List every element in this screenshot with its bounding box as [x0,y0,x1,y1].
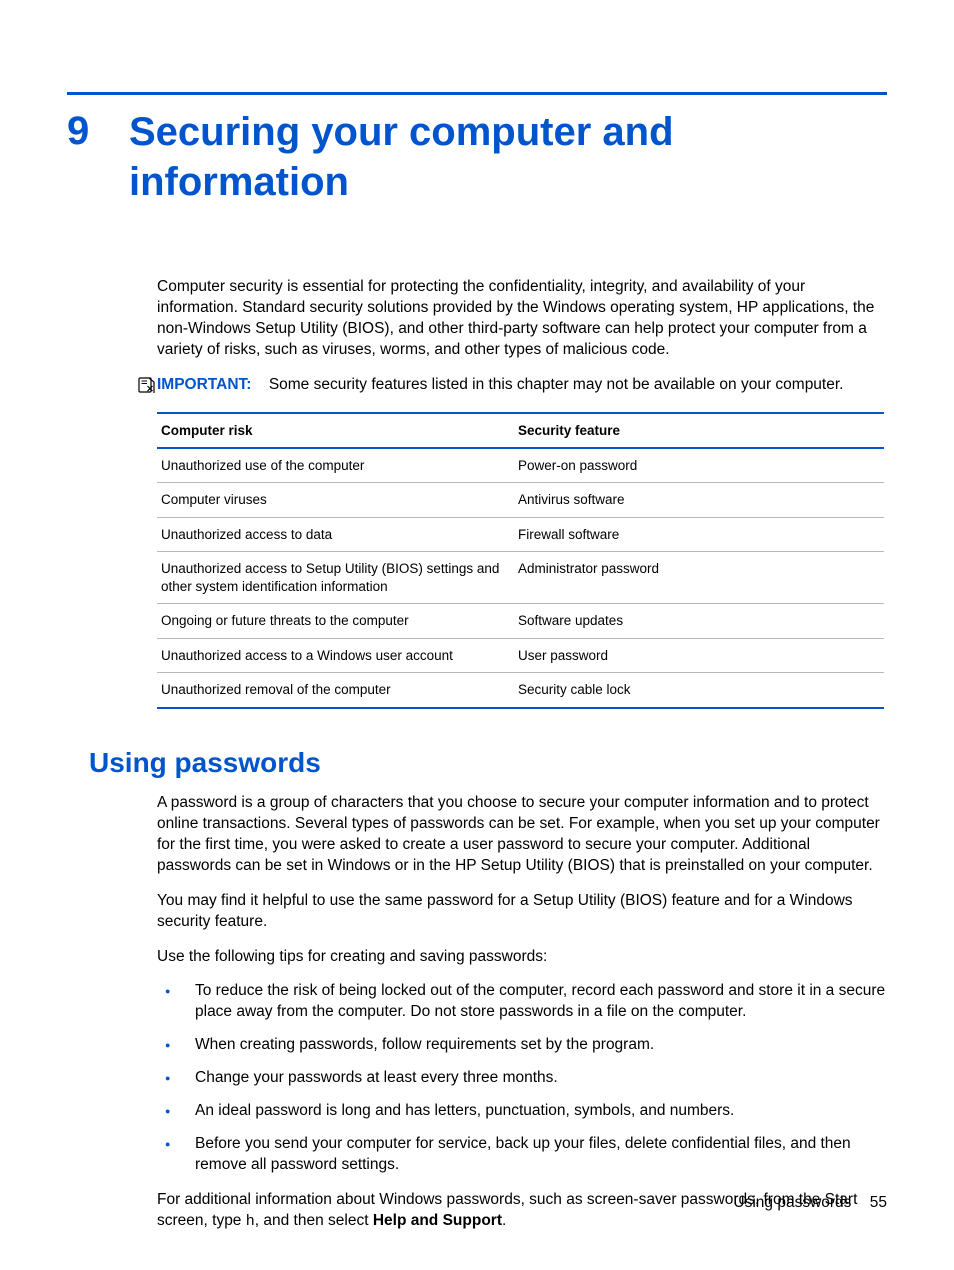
chapter-number: 9 [67,107,97,155]
risk-cell: Unauthorized access to a Windows user ac… [157,638,514,673]
table-row: Unauthorized removal of the computer Sec… [157,673,884,708]
section-para-3: Use the following tips for creating and … [157,947,887,968]
table-header-feature: Security feature [514,413,884,448]
risk-cell: Unauthorized removal of the computer [157,673,514,708]
table-row: Unauthorized access to Setup Utility (BI… [157,552,884,604]
important-label: IMPORTANT: [157,376,251,393]
tips-list: To reduce the risk of being locked out o… [157,981,887,1175]
feature-cell: Administrator password [514,552,884,604]
table-row: Unauthorized use of the computer Power-o… [157,448,884,483]
feature-cell: Software updates [514,604,884,639]
risk-cell: Unauthorized use of the computer [157,448,514,483]
list-item: When creating passwords, follow requirem… [157,1035,887,1056]
section-heading: Using passwords [89,747,887,779]
important-content: IMPORTANT: Some security features listed… [157,375,843,396]
feature-cell: Power-on password [514,448,884,483]
list-item: To reduce the risk of being locked out o… [157,981,887,1023]
page-footer: Using passwords 55 [733,1194,887,1212]
risk-cell: Computer viruses [157,483,514,518]
feature-cell: User password [514,638,884,673]
feature-cell: Antivirus software [514,483,884,518]
table-row: Unauthorized access to a Windows user ac… [157,638,884,673]
footer-label: Using passwords [733,1194,851,1211]
list-item: An ideal password is long and has letter… [157,1101,887,1122]
important-body: Some security features listed in this ch… [269,376,844,393]
closing-bold: Help and Support [373,1212,502,1229]
important-note: IMPORTANT: Some security features listed… [137,375,887,396]
table-row: Computer viruses Antivirus software [157,483,884,518]
section-para-1: A password is a group of characters that… [157,793,887,877]
closing-mid: , and then select [255,1212,373,1229]
risk-cell: Unauthorized access to data [157,517,514,552]
risk-cell: Ongoing or future threats to the compute… [157,604,514,639]
chapter-heading: 9 Securing your computer and information [67,107,887,207]
closing-post: . [502,1212,506,1229]
table-body: Unauthorized use of the computer Power-o… [157,448,884,708]
top-rule [67,92,887,95]
table-header-row: Computer risk Security feature [157,413,884,448]
section-para-2: You may find it helpful to use the same … [157,891,887,933]
list-item: Before you send your computer for servic… [157,1134,887,1176]
table-row: Ongoing or future threats to the compute… [157,604,884,639]
table-header-risk: Computer risk [157,413,514,448]
intro-paragraph: Computer security is essential for prote… [157,277,887,361]
feature-cell: Firewall software [514,517,884,552]
closing-mono: h [246,1213,255,1230]
important-text [256,376,269,393]
list-item: Change your passwords at least every thr… [157,1068,887,1089]
note-icon [137,376,155,394]
risk-cell: Unauthorized access to Setup Utility (BI… [157,552,514,604]
chapter-title: Securing your computer and information [129,107,887,207]
table-row: Unauthorized access to data Firewall sof… [157,517,884,552]
feature-cell: Security cable lock [514,673,884,708]
security-table: Computer risk Security feature Unauthori… [157,412,884,709]
footer-page-number: 55 [870,1194,887,1211]
